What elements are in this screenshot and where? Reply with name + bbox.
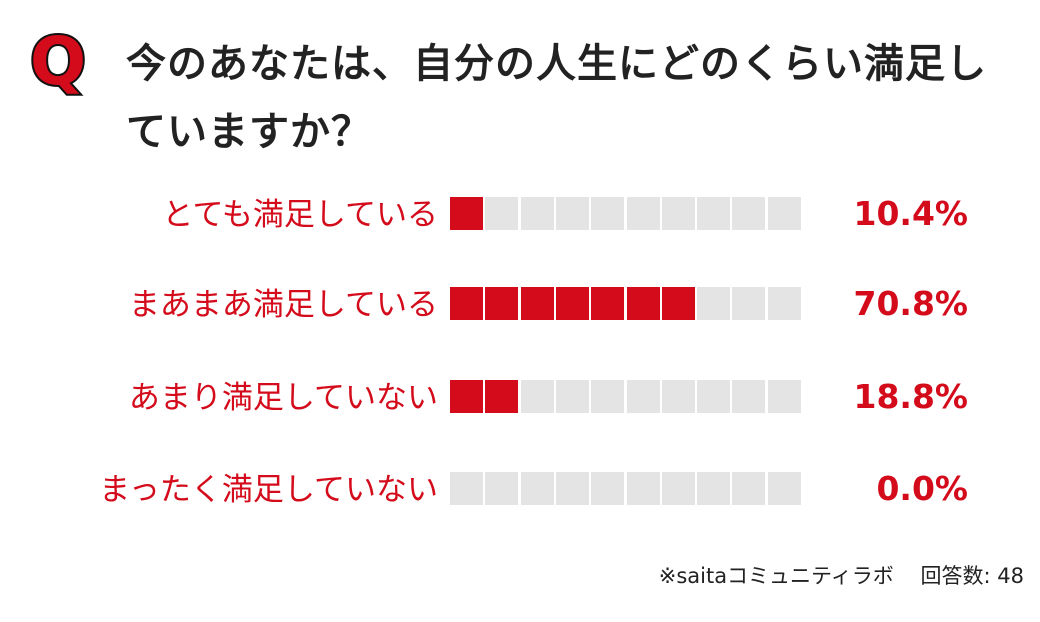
source-label: ※saitaコミュニティラボ — [658, 564, 894, 588]
category-label: まったく満足していない — [99, 472, 438, 508]
empty-square — [485, 197, 519, 230]
empty-square — [591, 380, 625, 413]
filled-square — [450, 197, 483, 230]
value-label: 10.4% — [853, 194, 969, 233]
empty-square — [767, 380, 801, 413]
empty-square — [555, 380, 589, 413]
empty-square — [626, 380, 660, 413]
empty-square — [626, 197, 660, 230]
category-label: とても満足している — [162, 197, 438, 233]
empty-square — [732, 472, 766, 505]
empty-square — [767, 287, 801, 320]
footer-note: ※saitaコミュニティラボ 回答数: 48 — [659, 560, 1024, 590]
empty-square — [661, 380, 695, 413]
empty-square — [697, 197, 731, 230]
bar-row: あまり満足していない 18.8% — [0, 377, 1040, 416]
filled-square — [485, 287, 519, 320]
category-label: あまり満足していない — [128, 380, 438, 416]
empty-square — [732, 380, 766, 413]
question-title: 今のあなたは、自分の人生にどのくらい満足していますか？ — [126, 41, 987, 155]
empty-square — [767, 197, 801, 230]
empty-square — [661, 197, 695, 230]
empty-square — [697, 287, 731, 320]
empty-square — [697, 380, 731, 413]
filled-square — [661, 287, 695, 320]
bar-row: とても満足している 10.4% — [0, 194, 1040, 233]
empty-square — [767, 472, 801, 505]
q-badge-icon: Q — [28, 24, 88, 96]
respondent-count: 回答数: 48 — [920, 564, 1024, 588]
empty-square — [450, 472, 483, 505]
empty-square — [591, 197, 625, 230]
value-label: 18.8% — [853, 377, 969, 416]
empty-square — [732, 197, 766, 230]
value-label: 0.0% — [876, 469, 968, 508]
bar-row: まあまあ満足している 70.8% — [0, 284, 1040, 323]
svg-text:Q: Q — [30, 24, 86, 96]
bar-row: まったく満足していない 0.0% — [0, 469, 1040, 508]
filled-square — [450, 287, 483, 320]
empty-square — [626, 472, 660, 505]
empty-square — [520, 380, 554, 413]
category-label: まあまあ満足している — [128, 287, 438, 323]
filled-square — [520, 287, 554, 320]
empty-square — [555, 197, 589, 230]
filled-square — [485, 380, 519, 413]
empty-square — [591, 472, 625, 505]
value-label: 70.8% — [853, 284, 969, 323]
empty-square — [697, 472, 731, 505]
empty-square — [520, 472, 554, 505]
filled-square — [450, 380, 483, 413]
empty-square — [732, 287, 766, 320]
filled-square — [591, 287, 625, 320]
empty-square — [555, 472, 589, 505]
empty-square — [485, 472, 519, 505]
filled-square — [626, 287, 660, 320]
filled-square — [555, 287, 589, 320]
empty-square — [661, 472, 695, 505]
empty-square — [520, 197, 554, 230]
